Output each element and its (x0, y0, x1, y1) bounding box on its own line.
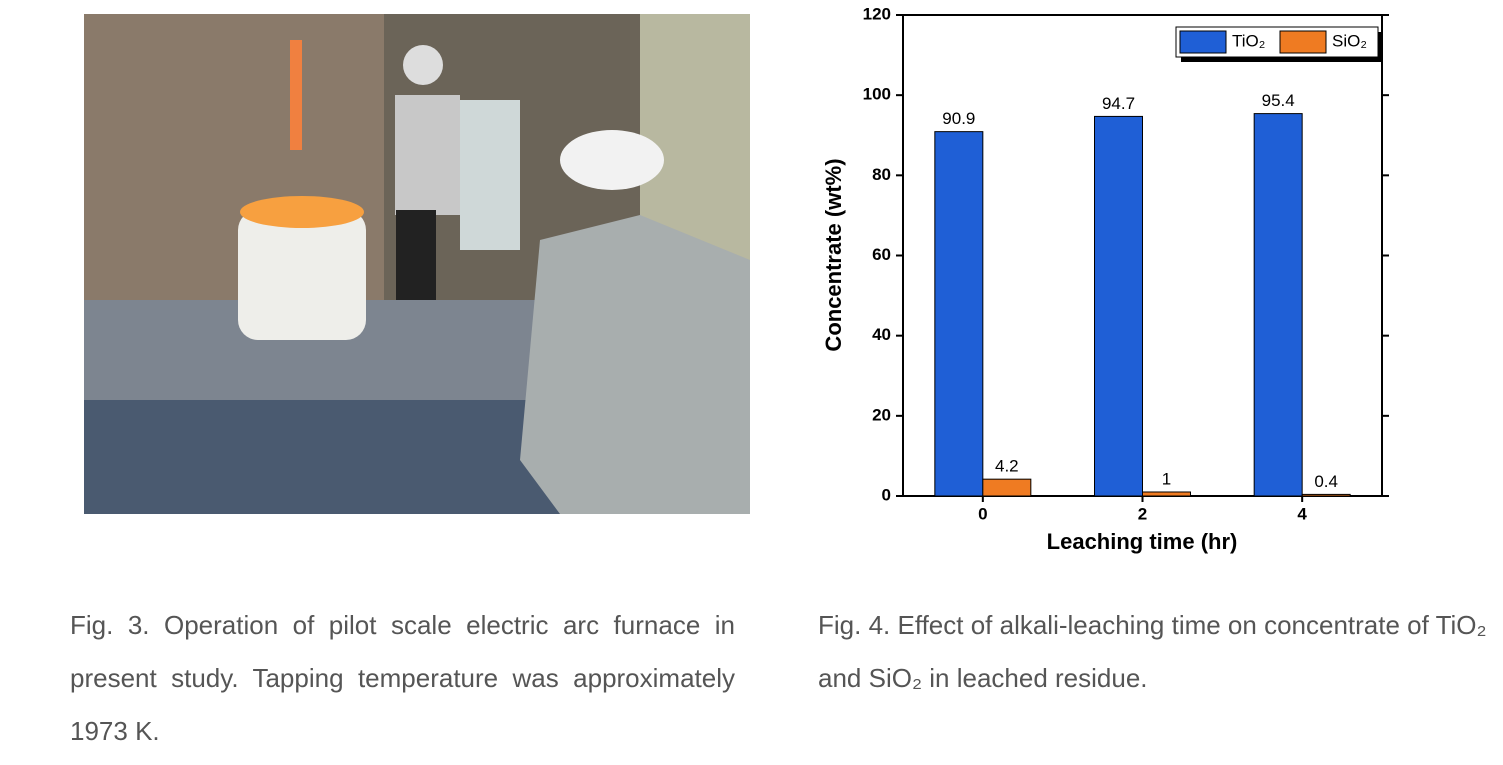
legend-label: TiO₂ (1232, 31, 1265, 50)
figure-caption: Fig. 3. Operation of pilot scale electri… (70, 610, 735, 746)
y-tick-label: 40 (872, 325, 891, 344)
y-tick-label: 100 (863, 85, 891, 104)
bar (982, 478, 1032, 497)
figures: Concentrate (wt%) Leaching time (hr) 020… (84, 0, 1389, 558)
x-tick-label: 0 (978, 504, 987, 523)
photo (84, 14, 750, 514)
bar (1094, 115, 1143, 497)
bar (934, 131, 984, 497)
data-label: 4.2 (995, 457, 1019, 476)
x-axis-label: Leaching time (hr) (1047, 529, 1238, 554)
figure-caption: Fig. 4. Effect of alkali-leaching time o… (818, 610, 1487, 693)
legend-swatch (1179, 30, 1227, 54)
bar (1301, 493, 1351, 497)
data-label: 95.4 (1262, 91, 1295, 110)
y-axis-label: Concentrate (wt%) (821, 158, 846, 351)
x-tick-label: 4 (1297, 504, 1307, 523)
data-label: 0.4 (1314, 472, 1338, 491)
legend-label: SiO₂ (1332, 31, 1367, 50)
data-label: 1 (1162, 469, 1171, 488)
y-tick-label: 20 (872, 405, 891, 424)
bar (1253, 113, 1303, 497)
data-label: 90.9 (942, 109, 975, 128)
y-tick-label: 120 (863, 4, 891, 23)
data-label: 94.7 (1102, 94, 1135, 113)
bar (1142, 491, 1191, 497)
y-tick-label: 80 (872, 165, 891, 184)
y-tick-label: 0 (882, 485, 891, 504)
legend: TiO₂ SiO₂ (1175, 26, 1383, 62)
legend-swatch (1279, 30, 1327, 54)
x-tick-label: 2 (1138, 504, 1147, 523)
chart: Concentrate (wt%) Leaching time (hr) 020… (821, 0, 1389, 558)
y-tick-label: 60 (872, 245, 891, 264)
